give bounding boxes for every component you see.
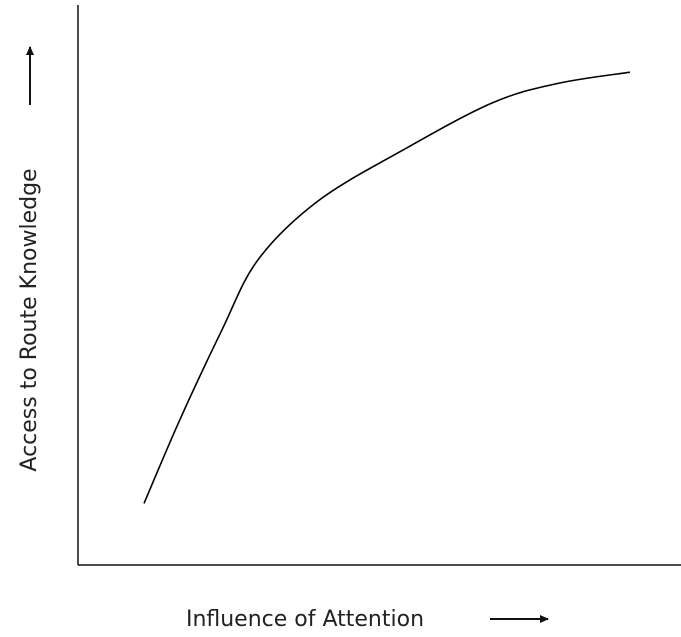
y-axis-label: Access to Route Knowledge <box>17 168 42 471</box>
x-axis-label: Influence of Attention <box>186 607 424 632</box>
curve <box>143 71 631 504</box>
